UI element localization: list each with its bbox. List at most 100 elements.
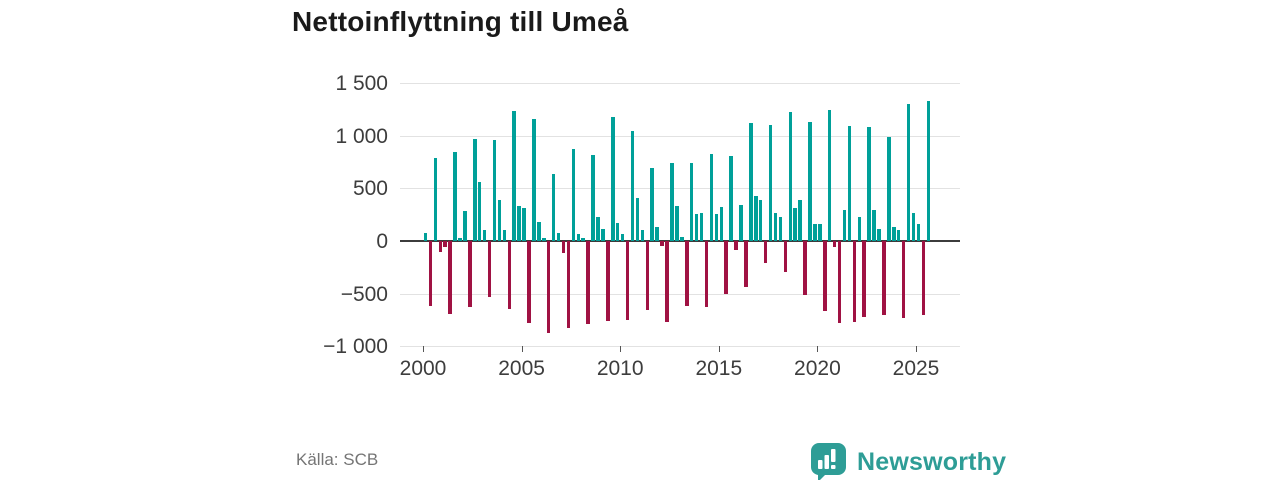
bar-2002-q3 [473,139,477,241]
bar-2009-q4 [615,223,620,241]
bar-2022-q1 [857,217,862,241]
bar-2020-q1 [818,224,822,241]
bar-2016-q4 [754,196,758,241]
bar-2018-q2 [783,241,788,272]
bar-2009-q1 [601,229,605,241]
bar-2007-q2 [566,241,571,329]
bar-2021-q2 [842,209,847,241]
bar-2023-q3 [887,136,891,241]
y-tick-label: −500 [340,282,388,306]
newsworthy-logo-icon [811,443,846,480]
bar-2023-q4 [892,227,896,241]
brand-logo: Newsworthy [810,442,1006,480]
source-note: Källa: SCB [296,450,379,469]
x-tick-label: 2000 [399,357,447,380]
bar-2008-q4 [596,216,600,241]
bar-2001-q3 [453,151,457,241]
bar-2023-q1 [877,229,881,241]
bar-2010-q4 [635,197,640,241]
bar-2000-q3 [433,157,438,241]
x-tick-mark [620,346,622,353]
bar-2024-q4 [911,212,916,241]
bar-2019-q1 [798,199,802,241]
bar-2014-q4 [714,213,719,241]
bar-2005-q2 [527,241,531,324]
bar-2013-q4 [694,214,699,241]
bar-2025-q1 [916,224,921,241]
zero-axis-line [400,240,960,242]
bar-2021-q4 [852,241,857,322]
gridline [400,188,960,190]
bar-2017-q4 [773,212,778,241]
bar-2005-q4 [537,222,541,241]
chart-title: Nettoinflyttning till Umeå [292,6,629,37]
y-tick-label: −1 000 [323,335,388,359]
gridline [400,82,960,84]
gridline [400,293,960,295]
x-tick-mark [817,346,819,353]
y-tick-label: 1 000 [335,124,388,148]
bar-2022-q2 [862,241,866,318]
x-tick-label: 2015 [695,357,743,380]
bar-2019-q3 [808,122,812,241]
bar-2014-q2 [704,241,709,307]
bar-2022-q3 [867,127,871,241]
bar-2004-q4 [517,206,521,241]
bar-2002-q1 [463,211,467,241]
bar-2025-q3 [926,100,931,241]
bar-2006-q3 [551,174,556,241]
bar-2024-q1 [896,230,901,241]
bar-2013-q2 [685,241,689,306]
bar-2004-q2 [507,241,512,309]
bar-2008-q2 [586,241,590,325]
bar-2005-q1 [522,207,526,241]
x-tick-label: 2010 [596,357,644,380]
y-tick-label: 1 500 [335,71,388,95]
bar-2022-q4 [872,209,876,241]
bar-2007-q3 [571,149,576,241]
bar-2003-q4 [497,200,502,241]
bar-2020-q3 [827,110,832,241]
bar-2018-q4 [793,208,797,241]
bar-2010-q2 [625,241,630,320]
bar-2003-q1 [482,230,487,241]
bar-2018-q3 [788,112,793,241]
bar-2009-q3 [611,117,615,241]
bar-2016-q1 [739,204,743,241]
bar-2007-q4 [576,234,581,241]
bar-2021-q1 [837,241,842,324]
bar-2016-q3 [749,123,753,241]
bar-2008-q3 [591,155,595,241]
bar-2020-q2 [823,241,827,311]
bar-2015-q1 [719,206,723,241]
bar-2003-q3 [492,139,497,241]
bar-2013-q3 [689,163,694,241]
gridline [400,135,960,137]
bar-2012-q4 [675,206,679,241]
bar-2010-q3 [630,131,635,241]
bar-2001-q1 [443,241,447,247]
bar-2014-q1 [699,212,704,241]
bar-2003-q2 [487,241,492,297]
bar-2000-q1 [423,232,428,241]
bar-2006-q2 [546,241,551,334]
bar-2016-q2 [744,241,748,287]
bar-2011-q1 [640,230,645,241]
bar-2000-q2 [428,241,433,307]
bar-2019-q2 [803,241,807,296]
bar-2011-q2 [645,241,650,310]
bar-2025-q2 [921,241,926,315]
bar-2012-q1 [660,241,664,246]
bar-2015-q2 [724,241,728,295]
bar-2002-q2 [468,241,472,308]
bar-2017-q3 [768,125,773,241]
bar-2012-q2 [665,241,669,323]
x-tick-label: 2020 [794,357,841,380]
y-tick-label: 500 [352,177,388,201]
bar-2024-q2 [901,241,906,319]
bar-2000-q4 [438,241,442,253]
bar-2007-q1 [561,241,566,253]
bar-2021-q3 [847,125,852,241]
bar-2004-q1 [502,229,507,241]
